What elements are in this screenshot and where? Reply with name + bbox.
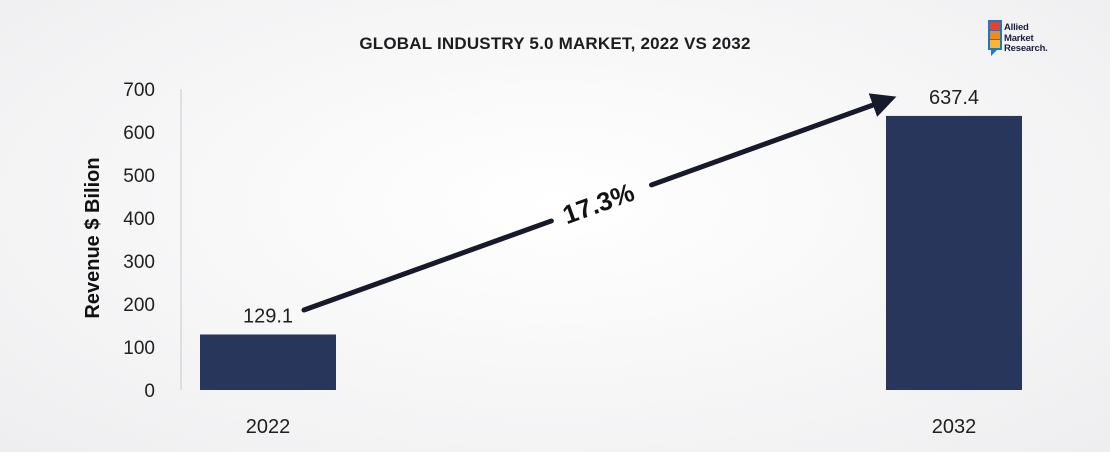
bars <box>200 115 1022 390</box>
data-label-2032: 637.4 <box>929 87 979 109</box>
growth-rate-label: 17.3% <box>559 177 639 230</box>
y-tick-label: 400 <box>123 209 155 230</box>
y-tick-label: 0 <box>144 381 155 402</box>
y-axis-title: Revenue $ Bilion <box>82 157 104 318</box>
chart-title: GLOBAL INDUSTRY 5.0 MARKET, 2022 VS 2032 <box>359 34 751 53</box>
y-axis: 0 100 200 300 400 500 600 700 Revenue $ Bilion <box>82 80 182 402</box>
data-labels: 129.1 637.4 <box>243 87 979 328</box>
data-label-2022: 129.1 <box>243 305 293 327</box>
bar-2032 <box>886 115 1022 390</box>
growth-annotation: 17.3% <box>301 93 897 313</box>
logo-line-3: Research. <box>1004 43 1048 54</box>
bar-2022 <box>200 334 336 390</box>
x-category-label: 2022 <box>246 416 291 438</box>
logo-line-1: Allied <box>1004 22 1029 33</box>
y-tick-label: 700 <box>123 80 155 101</box>
x-category-label: 2032 <box>932 416 977 438</box>
logo-mark-icon <box>988 20 1002 56</box>
logo-line-2: Market <box>1004 32 1034 44</box>
growth-arrow-tail <box>301 218 554 313</box>
y-tick-label: 600 <box>123 123 155 144</box>
y-tick-label: 200 <box>123 295 155 316</box>
y-tick-label: 100 <box>123 338 155 359</box>
y-tick-label: 300 <box>123 252 155 273</box>
y-tick-label: 500 <box>123 166 155 187</box>
growth-arrow-head <box>649 93 897 188</box>
allied-market-research-logo: Allied Market Research. <box>988 20 1084 72</box>
x-axis-labels: 2022 2032 <box>246 416 977 438</box>
logo-text: Allied Market Research. <box>1004 22 1048 55</box>
